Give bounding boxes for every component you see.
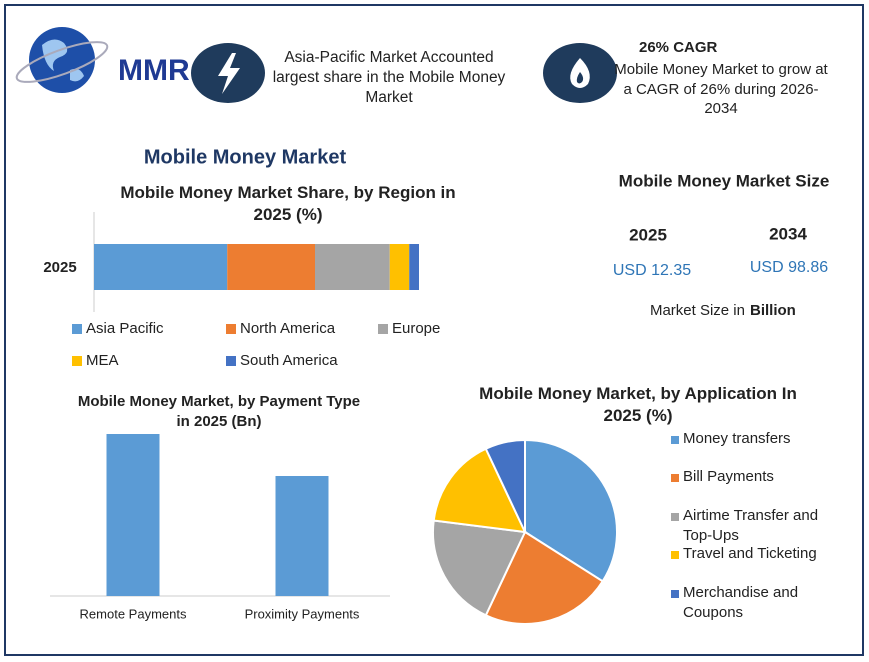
legend-swatch bbox=[226, 356, 236, 366]
highlight-title: 26% CAGR bbox=[639, 39, 718, 56]
bar bbox=[106, 434, 160, 596]
logo-globe bbox=[15, 27, 109, 93]
lightning-icon bbox=[191, 43, 265, 103]
legend-label: MEA bbox=[86, 352, 119, 369]
legend-swatch bbox=[671, 436, 679, 444]
size-value: USD 98.86 bbox=[750, 259, 828, 276]
legend-label: Asia Pacific bbox=[86, 320, 164, 337]
bar-segment bbox=[94, 244, 228, 290]
size-year: 2025 bbox=[629, 225, 667, 244]
y-tick-label: 2025 bbox=[43, 259, 76, 276]
legend-label: Travel and Ticketing bbox=[683, 545, 817, 562]
legend-label: Airtime Transfer and Top-Ups bbox=[683, 507, 819, 544]
logo-text: MMR bbox=[118, 54, 190, 87]
flame-icon bbox=[543, 43, 617, 103]
legend-label: South America bbox=[240, 352, 338, 369]
legend-label: Money transfers bbox=[683, 430, 791, 447]
bar-segment bbox=[389, 244, 410, 290]
size-note: Market Size in bbox=[650, 302, 745, 319]
highlight-text: Mobile Money Market to grow at a CAGR of… bbox=[614, 61, 828, 117]
legend-swatch bbox=[72, 324, 82, 334]
main-title: Mobile Money Market bbox=[144, 146, 347, 168]
bar-segment bbox=[409, 244, 419, 290]
legend-swatch bbox=[671, 474, 679, 482]
legend-label: Merchandise and Coupons bbox=[683, 584, 799, 621]
pie-slice bbox=[432, 519, 527, 617]
legend-label: Europe bbox=[392, 320, 440, 337]
highlight-text: Asia-Pacific Market Accounted largest sh… bbox=[272, 49, 506, 107]
legend-label: Bill Payments bbox=[683, 468, 774, 485]
legend-swatch bbox=[72, 356, 82, 366]
legend-label: North America bbox=[240, 320, 336, 337]
frame bbox=[4, 4, 864, 656]
legend-swatch bbox=[671, 513, 679, 521]
bar-segment bbox=[227, 244, 315, 290]
legend-swatch bbox=[671, 551, 679, 559]
bar-segment bbox=[315, 244, 390, 290]
size-title: Mobile Money Market Size bbox=[619, 171, 830, 190]
pie-slice bbox=[484, 438, 526, 533]
legend-swatch bbox=[226, 324, 236, 334]
legend-swatch bbox=[378, 324, 388, 334]
x-tick-label: Remote Payments bbox=[80, 606, 187, 621]
x-tick-label: Proximity Payments bbox=[245, 606, 360, 621]
size-value: USD 12.35 bbox=[613, 262, 691, 279]
pie-slice bbox=[432, 447, 527, 534]
bar bbox=[275, 476, 329, 596]
size-year: 2034 bbox=[769, 224, 807, 243]
chart-title: Mobile Money Market Share, by Region in … bbox=[120, 183, 456, 225]
legend-swatch bbox=[671, 590, 679, 598]
size-unit: Billion bbox=[750, 302, 796, 319]
chart-title: Mobile Money Market, by Payment Type in … bbox=[77, 393, 361, 430]
chart-title: Mobile Money Market, by Application In 2… bbox=[479, 384, 797, 426]
